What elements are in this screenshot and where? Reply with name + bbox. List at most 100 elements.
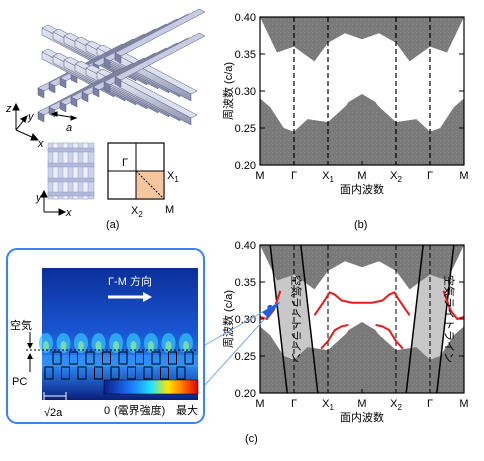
x-tick-label: Γ: [291, 398, 297, 410]
guided-mode-curve: [375, 323, 404, 350]
topview-rod-horizontal: [47, 162, 95, 168]
pc-rod-outline: [168, 351, 177, 365]
crystal-rod-top: [114, 8, 206, 57]
topview-rod-vertical: [62, 142, 69, 200]
bz-m-label: M: [165, 204, 174, 216]
pc-rod-outline: [143, 366, 153, 380]
direction-label: Γ-M 方向: [108, 274, 152, 288]
crystal-rod-end: [114, 76, 122, 88]
x-tick-label: Γ: [291, 170, 297, 182]
topview-rod-horizontal: [47, 191, 95, 197]
y-tick-label: 0.30: [235, 86, 256, 98]
inner-band: [338, 93, 386, 123]
crystal-rod-end: [37, 111, 45, 123]
pc-rod-outline: [184, 351, 194, 365]
axis-x-label: x: [37, 138, 44, 150]
axis-y-label: y: [27, 111, 35, 123]
pc-rod-outline: [77, 366, 87, 380]
light-line: [436, 245, 455, 393]
topview-axes: [40, 189, 67, 216]
pc-label: PC: [12, 376, 27, 388]
colorbar-max: 最大: [176, 403, 198, 417]
field-inset: Γ-M 方向 空気 PC √2a 0 (電界強度) 最大: [6, 248, 281, 424]
crystal-rod-end: [70, 96, 78, 108]
x-axis-label: 面内波数: [340, 410, 384, 424]
y-tick-label: 0.30: [235, 314, 256, 326]
guided-mode-curve: [362, 291, 411, 316]
pc-rod-outline: [160, 366, 169, 380]
light-line-label: 空気ライトライン: [289, 275, 303, 363]
y-tick-label: 0.40: [235, 12, 256, 24]
woodpile-crystal: [37, 8, 206, 126]
scale-bar: [43, 392, 67, 400]
crystal-rod-end: [114, 52, 122, 64]
light-line: [269, 245, 288, 393]
colorbar: [103, 379, 199, 395]
x-tick-label: M: [357, 170, 366, 182]
band-diagram-c: 空気ライトライン 空気ライトライン 0.20 0.25 0.30 0.35 0.40 M Γ X1…: [222, 240, 469, 424]
panel-a-label: (a): [106, 219, 119, 231]
colorbar-min: 0: [104, 405, 110, 417]
x-tick-sub: 1: [329, 403, 334, 412]
field-hotspot: [113, 341, 119, 351]
y-tick-label: 0.25: [235, 123, 256, 135]
air-label: 空気: [10, 318, 32, 332]
guided-mode-curve: [442, 290, 464, 321]
field-hotspot: [183, 341, 189, 351]
pc-rod-outline: [102, 351, 111, 365]
scale-label: √2a: [44, 407, 63, 419]
x-axis-label: 面内波数: [340, 182, 384, 196]
field-band: [42, 355, 198, 367]
y-tick-label: 0.40: [235, 240, 256, 252]
crystal-rod-end: [37, 87, 45, 99]
guided-mode-curve: [320, 323, 349, 350]
pc-rod-outline: [85, 351, 95, 365]
x-tick-sub: 2: [397, 175, 402, 184]
field-hotspot: [95, 341, 102, 351]
x-tick-sub: 1: [329, 175, 334, 184]
bz-gamma-label: Γ: [122, 157, 128, 169]
x-tick-label: M: [357, 398, 366, 410]
x-tick-sub: 2: [397, 403, 402, 412]
direction-arrow: [108, 292, 152, 302]
pc-arrowhead: [27, 353, 33, 359]
y-tick-label: 0.20: [235, 388, 256, 400]
lower-band: [260, 94, 464, 165]
upper-band: [260, 245, 464, 290]
crystal-axes-3d: [12, 102, 40, 141]
axis-z-label: z: [5, 103, 12, 115]
x-tick-label: X1: [322, 170, 334, 184]
crystal-rod-end: [81, 91, 89, 103]
topview-rod-horizontal: [47, 147, 95, 153]
y-tick-label: 0.20: [235, 160, 256, 172]
topview-rod-vertical: [72, 142, 79, 200]
pc-rod-outline: [118, 351, 128, 365]
x-tick-label: M: [255, 170, 264, 182]
pc-rod-outline: [44, 366, 54, 380]
air-arrowhead: [27, 343, 33, 349]
crystal-rod-end: [92, 86, 100, 98]
inset-pointer-head: [262, 302, 280, 318]
crystal-rod-end: [48, 82, 56, 94]
y-tick-label: 0.35: [235, 49, 256, 61]
pc-rod-outline: [135, 351, 144, 365]
panel-c-label: (c): [245, 433, 258, 445]
upper-band: [260, 17, 464, 62]
bz-x1-label: X1: [167, 170, 179, 184]
y-axis-label: 周波数 (c/a): [222, 62, 235, 120]
pc-rod-outline: [61, 366, 70, 380]
field-hotspot: [130, 341, 137, 351]
x-tick-label: Γ: [427, 398, 433, 410]
pc-rod-outline: [151, 351, 161, 365]
lower-band: [260, 322, 464, 393]
y-axis-label: 周波数 (c/a): [222, 290, 235, 348]
field-hotspot: [43, 341, 49, 351]
colorbar-title: (電界強度): [114, 403, 165, 417]
crystal-rod-end: [103, 57, 111, 69]
topview-rod-horizontal: [47, 177, 95, 183]
topview-axis-x: x: [65, 207, 72, 219]
pc-rod-outline: [94, 366, 103, 380]
y-tick-label: 0.35: [235, 277, 256, 289]
